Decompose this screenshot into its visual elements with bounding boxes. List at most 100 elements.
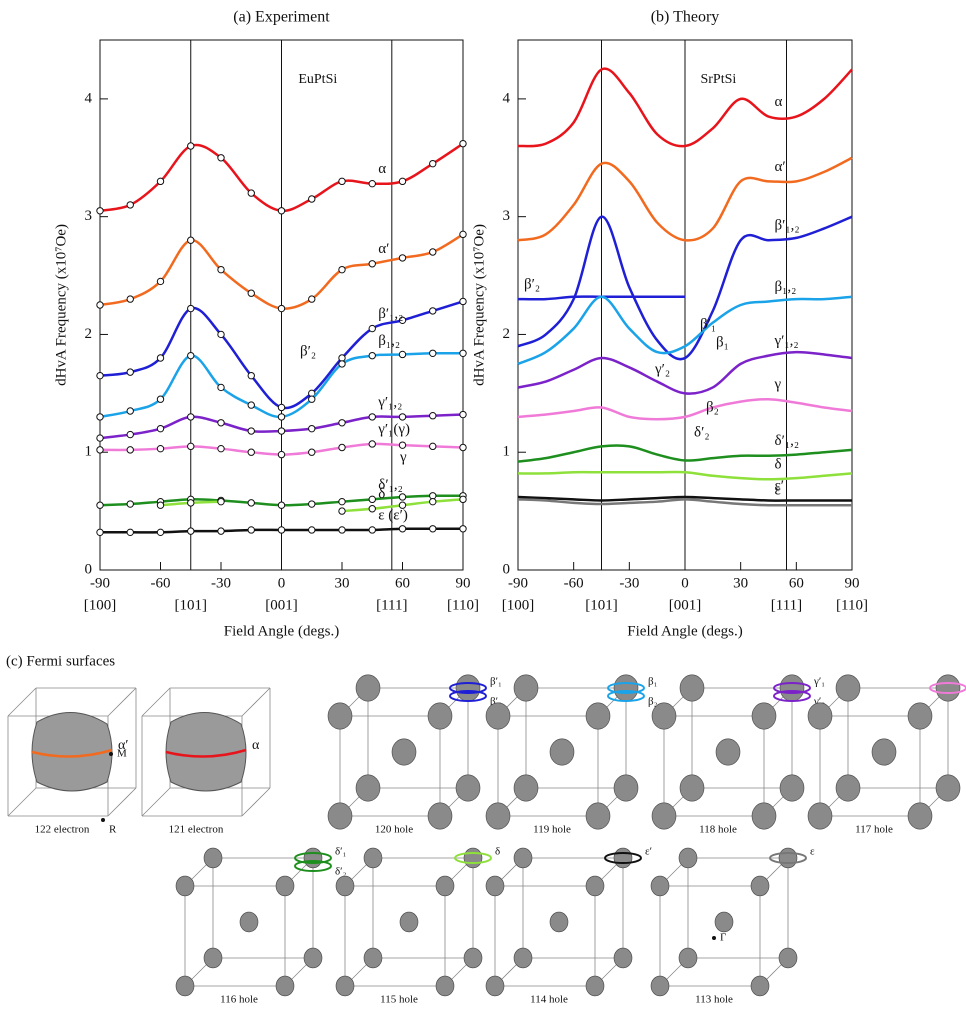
surface xyxy=(327,802,353,830)
data-point xyxy=(429,349,437,357)
series-label: δ′₁,₂ xyxy=(378,477,403,493)
surface-label: 114 hole xyxy=(530,994,568,1006)
surface xyxy=(613,674,639,702)
x-tick-label: 90 xyxy=(845,575,860,591)
cube-edge xyxy=(141,687,171,717)
data-point xyxy=(368,526,376,534)
orbit xyxy=(449,682,487,694)
x-tick-label: 60 xyxy=(789,575,804,591)
surface xyxy=(715,738,741,766)
surface xyxy=(613,947,633,969)
data-point xyxy=(308,500,316,508)
data-point xyxy=(398,501,407,509)
surface xyxy=(463,847,483,869)
data-point xyxy=(429,497,437,506)
y-tick-label: 0 xyxy=(85,561,93,577)
data-point xyxy=(429,525,437,533)
orbit-label: α xyxy=(252,738,260,753)
data-point xyxy=(96,528,104,537)
surface xyxy=(455,774,481,802)
x-tick-label: -30 xyxy=(619,575,639,591)
series-label: β′₂ xyxy=(524,277,540,293)
surface-label: 122 electron xyxy=(35,824,90,836)
surface xyxy=(678,947,698,969)
series-line xyxy=(517,295,853,366)
surface xyxy=(427,702,453,730)
surface-label: 119 hole xyxy=(533,824,571,836)
cube-edge xyxy=(241,787,271,817)
surface xyxy=(871,738,897,766)
series-label: δ xyxy=(378,486,385,502)
data-point xyxy=(308,295,316,303)
fermi-surface: δ 115 hole xyxy=(335,846,500,1006)
surface xyxy=(585,875,605,897)
orbit-label: δ′₂ xyxy=(335,866,347,878)
series-label: δ′₁,₂ xyxy=(775,433,800,449)
fermi-surface: ε Γ 113 hole xyxy=(650,846,815,1006)
direction-label: [110] xyxy=(447,597,479,613)
orbit xyxy=(449,690,487,702)
sample-label: SrPtSi xyxy=(700,72,736,87)
curve-annotation: δ′₂ xyxy=(694,424,710,440)
series-line xyxy=(517,156,853,242)
x-tick-label: -30 xyxy=(211,575,231,591)
surface xyxy=(303,847,323,869)
orbit xyxy=(454,852,492,864)
data-point xyxy=(277,501,286,509)
surface xyxy=(363,947,383,969)
data-point xyxy=(156,444,165,453)
orbit-label: β′₁ xyxy=(490,676,502,688)
surface xyxy=(778,847,798,869)
series-label: ε xyxy=(775,483,781,499)
x-tick-label: -60 xyxy=(151,575,171,591)
y-tick-label: 2 xyxy=(85,326,93,342)
x-tick-label: 30 xyxy=(335,575,350,591)
curve-annotation: γ xyxy=(399,449,407,465)
surface xyxy=(175,975,195,997)
surface xyxy=(435,875,455,897)
data-point xyxy=(338,265,346,274)
data-point xyxy=(126,201,134,209)
data-point xyxy=(126,528,134,537)
chart-title: (b) Theory xyxy=(651,9,720,26)
data-point xyxy=(156,354,165,362)
data-point xyxy=(429,442,437,451)
surface xyxy=(585,802,611,830)
cube-edge xyxy=(7,687,37,717)
series-label: β′₁,₂ xyxy=(775,218,800,234)
data-point xyxy=(96,371,104,380)
y-tick-label: 3 xyxy=(503,208,511,224)
y-tick-label: 4 xyxy=(503,90,511,106)
data-point xyxy=(96,413,104,421)
surface xyxy=(807,802,833,830)
y-tick-label: 4 xyxy=(85,90,93,106)
x-tick-label: 0 xyxy=(681,575,689,591)
cube-edge xyxy=(7,787,37,817)
data-point xyxy=(247,526,255,534)
data-point xyxy=(247,427,255,435)
data-point xyxy=(459,230,467,239)
surface xyxy=(335,975,355,997)
data-point xyxy=(308,448,316,456)
data-point xyxy=(126,500,134,508)
fermi-surface: α′M R 122 electron xyxy=(7,687,137,836)
data-point xyxy=(96,501,104,509)
series-label: β₁,₂ xyxy=(378,333,400,349)
y-axis-label: dHvA Frequency (x10⁷Oe) xyxy=(53,224,69,386)
data-point xyxy=(429,159,437,168)
surface xyxy=(485,875,505,897)
surface xyxy=(303,947,323,969)
data-point xyxy=(217,265,225,274)
direction-label: [100] xyxy=(84,597,117,613)
fermi-surface: β₁ β₂ 119 hole xyxy=(485,674,658,836)
data-point xyxy=(156,395,165,403)
data-point xyxy=(459,410,467,419)
surface xyxy=(485,702,511,730)
data-point xyxy=(126,368,134,376)
surface xyxy=(355,774,381,802)
panel-title: (c) Fermi surfaces xyxy=(6,653,115,669)
series-line xyxy=(517,397,853,421)
data-point xyxy=(459,495,467,504)
data-point xyxy=(338,443,346,452)
direction-label: [101] xyxy=(175,597,208,613)
